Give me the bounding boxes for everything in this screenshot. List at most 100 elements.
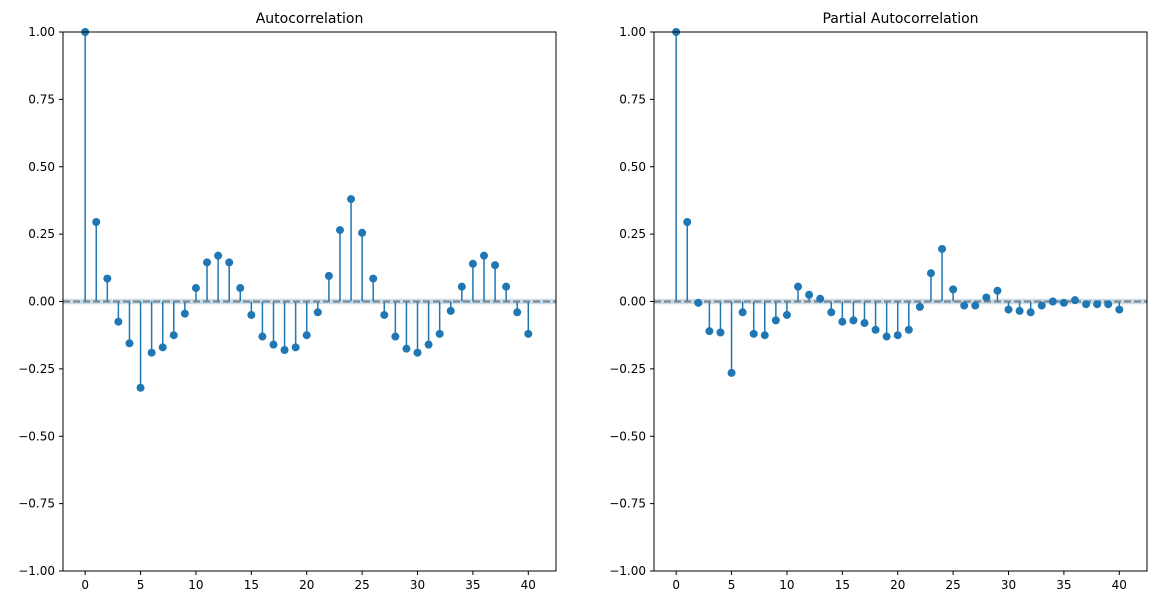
stem-marker [435, 329, 444, 338]
stem-marker [513, 308, 522, 317]
stem-marker [683, 217, 692, 226]
stem-marker [716, 328, 725, 337]
stem-marker [491, 261, 500, 270]
stem-marker [1115, 305, 1124, 314]
stem-marker [838, 317, 847, 326]
stem-marker [380, 310, 389, 319]
x-tick-label: 5 [728, 578, 736, 592]
x-tick-label: 10 [779, 578, 794, 592]
stem-marker [849, 316, 858, 325]
x-tick-label: 0 [672, 578, 680, 592]
stem-marker [971, 301, 980, 310]
stem-marker [1037, 301, 1046, 310]
x-tick-label: 15 [244, 578, 259, 592]
stem-marker [827, 308, 836, 317]
stem-marker [1059, 298, 1068, 307]
stem-marker [191, 284, 200, 293]
x-tick-label: 5 [137, 578, 145, 592]
stem-marker [871, 325, 880, 334]
stem-marker [705, 327, 714, 336]
y-tick-label: 1.00 [28, 25, 55, 39]
stem-marker [313, 308, 322, 317]
stem-marker [794, 282, 803, 291]
stem-marker [468, 259, 477, 268]
stem-marker [816, 294, 825, 303]
stem-marker [882, 332, 891, 341]
stem-marker [782, 310, 791, 319]
stem-marker [125, 339, 134, 348]
stem-marker [180, 309, 189, 318]
stem-marker [114, 317, 123, 326]
y-tick-label: −0.75 [18, 497, 55, 511]
stem-marker [479, 251, 488, 260]
x-tick-label: 20 [299, 578, 314, 592]
chart-title: Partial Autocorrelation [822, 11, 978, 27]
stem-marker [247, 310, 256, 319]
stem-marker [446, 306, 455, 315]
stem-marker [960, 301, 969, 310]
stem-marker [893, 331, 902, 340]
stem-marker [1093, 300, 1102, 309]
stem-marker [727, 368, 736, 377]
stem-marker [324, 271, 333, 280]
stem-marker [860, 319, 869, 328]
stem-marker [413, 348, 422, 357]
x-tick-label: 35 [1056, 578, 1071, 592]
stem-marker [402, 344, 411, 353]
stem-marker [424, 340, 433, 349]
y-tick-label: 0.00 [619, 295, 646, 309]
stem-marker [302, 331, 311, 340]
stem-marker [1004, 305, 1013, 314]
y-tick-label: 0.75 [28, 92, 55, 106]
stem-marker [358, 228, 367, 237]
y-tick-label: −0.50 [609, 429, 646, 443]
stem-marker [502, 282, 511, 291]
stem-marker [749, 329, 758, 338]
y-tick-label: −1.00 [609, 564, 646, 578]
x-tick-label: 25 [945, 578, 960, 592]
stem-marker [103, 274, 112, 283]
x-tick-label: 10 [188, 578, 203, 592]
y-tick-label: 0.50 [619, 160, 646, 174]
x-tick-label: 30 [410, 578, 425, 592]
x-tick-label: 0 [81, 578, 89, 592]
stem-marker [694, 298, 703, 307]
stem-marker [738, 308, 747, 317]
y-tick-label: 0.50 [28, 160, 55, 174]
stem-marker [347, 195, 356, 204]
stem-marker [949, 285, 958, 294]
stem-marker [1048, 297, 1057, 306]
stem-marker [1026, 308, 1035, 317]
chart-title: Autocorrelation [256, 11, 364, 27]
chart-panel-acf: 0 5 10 15 20 25 30 35 40 −1.00 −0.75 −0.50 −0.25 0.00… [18, 11, 557, 592]
y-tick-label: 0.25 [619, 227, 646, 241]
x-tick-label: 40 [1112, 578, 1127, 592]
y-tick-label: 1.00 [619, 25, 646, 39]
stem-marker [391, 332, 400, 341]
stem-marker [1070, 296, 1079, 305]
chart-panel-pacf: 0 5 10 15 20 25 30 35 40 −1.00 −0.75 −0.50 −0.25 0.00… [609, 11, 1148, 592]
stem-marker [214, 251, 223, 260]
stem-marker [993, 286, 1002, 295]
y-tick-label: 0.25 [28, 227, 55, 241]
stem-marker [335, 226, 344, 235]
stem-marker [926, 269, 935, 278]
x-tick-label: 20 [890, 578, 905, 592]
y-tick-label: −0.75 [609, 497, 646, 511]
stem-marker [269, 340, 278, 349]
stem-marker [805, 290, 814, 299]
stem-marker [169, 331, 178, 340]
stem-marker [136, 383, 145, 392]
stem-marker [92, 217, 101, 226]
stem-marker [915, 302, 924, 311]
stem-marker [760, 331, 769, 340]
stem-marker [982, 293, 991, 302]
stem-marker [258, 332, 267, 341]
stem-marker [369, 274, 378, 283]
stem-marker [457, 282, 466, 291]
x-tick-label: 25 [354, 578, 369, 592]
x-tick-label: 15 [835, 578, 850, 592]
y-tick-label: 0.00 [28, 295, 55, 309]
y-tick-label: −1.00 [18, 564, 55, 578]
